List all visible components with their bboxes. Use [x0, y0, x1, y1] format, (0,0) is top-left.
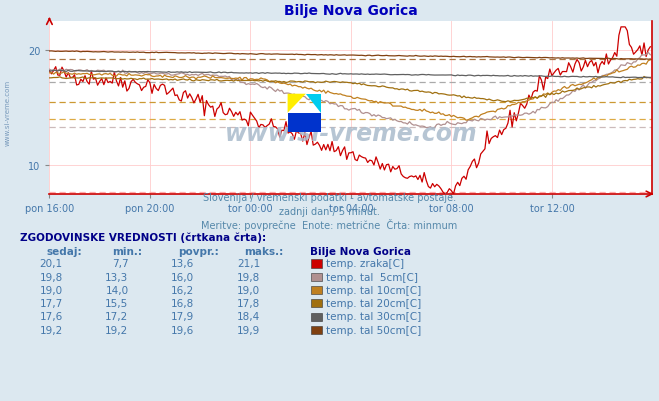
Text: 19,6: 19,6: [171, 325, 194, 335]
Text: 19,2: 19,2: [40, 325, 63, 335]
Text: zadnji dan / 5 minut.: zadnji dan / 5 minut.: [279, 207, 380, 217]
Text: Bilje Nova Gorica: Bilje Nova Gorica: [310, 247, 411, 257]
Text: 15,5: 15,5: [105, 298, 129, 308]
Text: 17,8: 17,8: [237, 298, 260, 308]
Text: 19,8: 19,8: [40, 272, 63, 282]
Text: 13,3: 13,3: [105, 272, 129, 282]
Text: 17,2: 17,2: [105, 312, 129, 322]
Text: povpr.:: povpr.:: [178, 247, 219, 257]
Text: temp. tal 10cm[C]: temp. tal 10cm[C]: [326, 285, 421, 295]
Text: temp. zraka[C]: temp. zraka[C]: [326, 259, 404, 269]
Text: 19,0: 19,0: [40, 285, 63, 295]
Text: 17,7: 17,7: [40, 298, 63, 308]
Text: Slovenija / vremenski podatki - avtomatske postaje.: Slovenija / vremenski podatki - avtomats…: [203, 192, 456, 203]
Text: ZGODOVINSKE VREDNOSTI (črtkana črta):: ZGODOVINSKE VREDNOSTI (črtkana črta):: [20, 232, 266, 243]
Polygon shape: [287, 113, 321, 132]
Text: temp. tal 50cm[C]: temp. tal 50cm[C]: [326, 325, 421, 335]
Text: 20,1: 20,1: [40, 259, 63, 269]
Text: 16,0: 16,0: [171, 272, 194, 282]
Text: 19,0: 19,0: [237, 285, 260, 295]
Text: 7,7: 7,7: [112, 259, 129, 269]
Polygon shape: [306, 95, 321, 113]
Text: 16,2: 16,2: [171, 285, 194, 295]
Text: maks.:: maks.:: [244, 247, 283, 257]
Text: Meritve: povprečne  Enote: metrične  Črta: minmum: Meritve: povprečne Enote: metrične Črta:…: [202, 219, 457, 231]
Text: 19,9: 19,9: [237, 325, 260, 335]
Text: 17,6: 17,6: [40, 312, 63, 322]
Polygon shape: [287, 95, 306, 113]
Text: www.si-vreme.com: www.si-vreme.com: [225, 122, 477, 146]
Text: 16,8: 16,8: [171, 298, 194, 308]
Text: 21,1: 21,1: [237, 259, 260, 269]
Text: temp. tal 30cm[C]: temp. tal 30cm[C]: [326, 312, 421, 322]
Text: www.si-vreme.com: www.si-vreme.com: [5, 79, 11, 145]
Text: temp. tal 20cm[C]: temp. tal 20cm[C]: [326, 298, 421, 308]
Text: 19,8: 19,8: [237, 272, 260, 282]
Text: 13,6: 13,6: [171, 259, 194, 269]
Title: Bilje Nova Gorica: Bilje Nova Gorica: [284, 4, 418, 18]
Text: min.:: min.:: [112, 247, 142, 257]
Text: temp. tal  5cm[C]: temp. tal 5cm[C]: [326, 272, 418, 282]
Text: 17,9: 17,9: [171, 312, 194, 322]
Text: sedaj:: sedaj:: [46, 247, 82, 257]
Text: 19,2: 19,2: [105, 325, 129, 335]
Text: 14,0: 14,0: [105, 285, 129, 295]
Text: 18,4: 18,4: [237, 312, 260, 322]
